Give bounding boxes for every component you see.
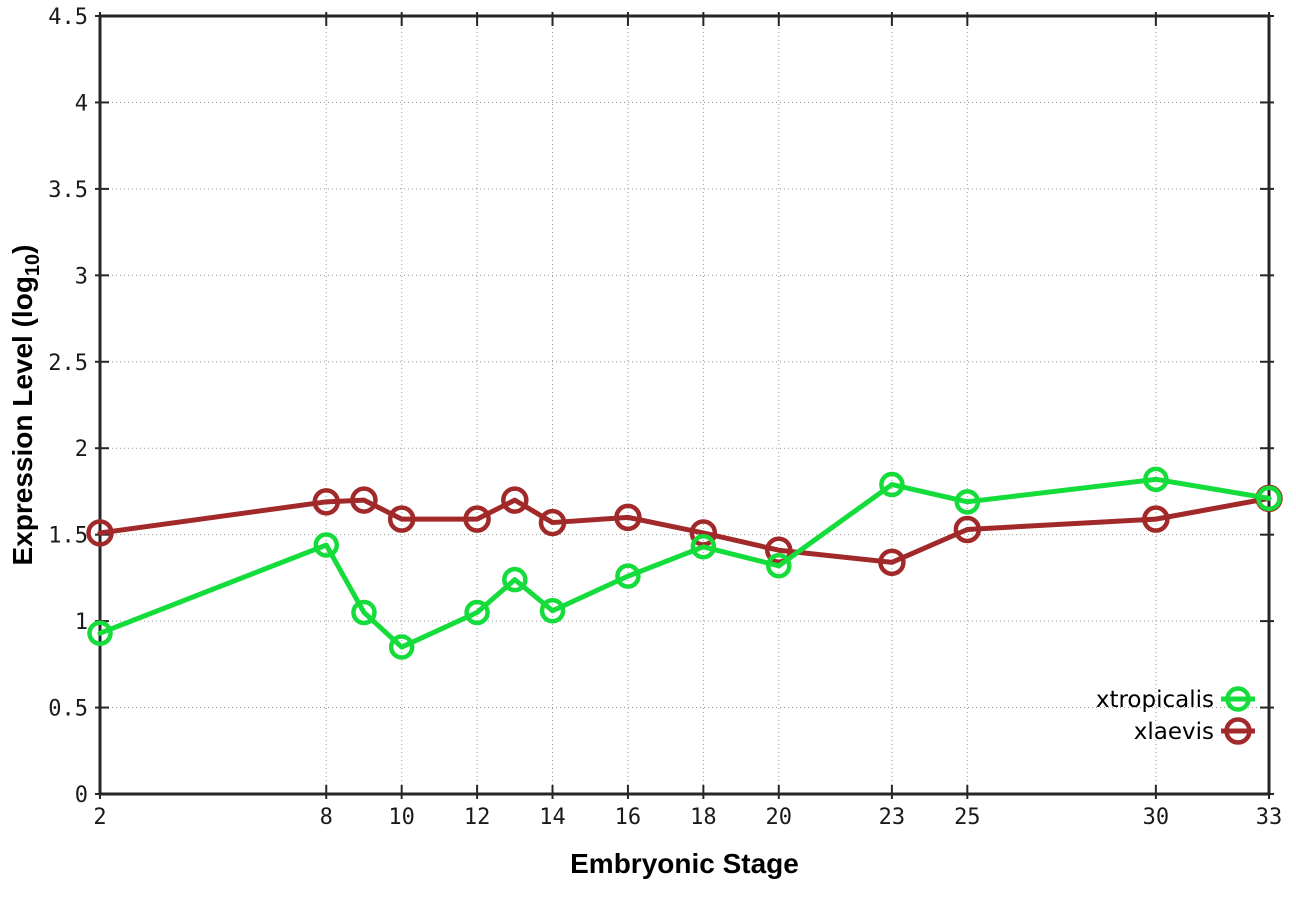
x-tick-label: 16 <box>615 805 642 830</box>
y-tick-label: 2.5 <box>48 351 88 376</box>
y-tick-label: 4 <box>75 91 88 116</box>
y-tick-label: 1.5 <box>48 524 88 549</box>
x-tick-label: 20 <box>766 805 793 830</box>
plot-border-rect <box>98 14 1271 796</box>
data-point-marker-xtropicalis <box>879 471 905 498</box>
data-point-marker-xlaevis <box>538 508 567 537</box>
data-point-marker-xlaevis <box>1142 505 1170 533</box>
legend-label-xtropicalis: xtropicalis <box>1096 687 1214 713</box>
y-tick-label: 3.5 <box>48 178 88 203</box>
data-point-marker-xtropicalis <box>690 534 717 560</box>
data-point-marker-xtropicalis <box>313 532 340 558</box>
y-tick-label: 1 <box>75 610 88 635</box>
data-point-marker-xlaevis <box>312 488 341 516</box>
data-point-marker-xtropicalis <box>464 599 490 626</box>
data-point-marker-xtropicalis <box>615 563 641 589</box>
x-tick-label: 25 <box>954 805 981 830</box>
axis-labels: Embryonic Stage Expression Level (log10) <box>7 245 799 880</box>
data-point-marker-xlaevis <box>878 548 906 577</box>
data-point-marker-xlaevis <box>86 519 114 547</box>
y-tick-label: 0.5 <box>48 697 88 722</box>
legend: xtropicalis xlaevis <box>1096 686 1255 745</box>
legend-sample-marker-xtropicalis <box>1225 686 1251 712</box>
data-point-marker-xtropicalis <box>1256 485 1282 512</box>
series-line-xtropicalis <box>97 476 1272 650</box>
data-point-marker-xlaevis <box>350 486 378 514</box>
x-axis-title: Embryonic Stage <box>570 848 799 879</box>
x-tick-label: 33 <box>1256 805 1283 830</box>
data-point-marker-xlaevis <box>765 536 793 564</box>
y-tick-label: 4.5 <box>48 5 88 30</box>
x-tick-label: 10 <box>388 805 415 830</box>
x-tick-label: 18 <box>690 805 717 830</box>
data-point-marker-xlaevis <box>614 503 642 532</box>
x-tick-label: 23 <box>879 805 906 830</box>
data-point-marker-xtropicalis <box>539 597 566 624</box>
x-tick-label: 8 <box>320 805 333 830</box>
x-tick-label: 14 <box>539 805 566 830</box>
data-point-marker-xtropicalis <box>502 566 528 593</box>
y-tick-label: 2 <box>75 437 88 462</box>
data-point-marker-xtropicalis <box>1143 466 1169 493</box>
x-tick-label: 12 <box>464 805 491 830</box>
tick-labels: 2 8 10 12 14 16 18 20 23 25 30 33 0 0.5 1 1.5 2 2.5 3 3.5 4 4… <box>48 5 1282 830</box>
series-xlaevis <box>86 484 1283 577</box>
y-tick-label: 3 <box>75 264 88 289</box>
x-tick-label: 30 <box>1143 805 1170 830</box>
axis-ticks <box>95 12 1274 799</box>
data-point-marker-xlaevis <box>387 505 416 533</box>
legend-label-xlaevis: xlaevis <box>1134 719 1214 745</box>
data-point-marker-xlaevis <box>953 515 982 544</box>
data-point-marker-xtropicalis <box>954 489 981 515</box>
data-point-marker-xlaevis <box>463 505 491 533</box>
y-axis-title: Expression Level (log10) <box>7 245 44 566</box>
data-point-marker-xtropicalis <box>766 553 792 579</box>
gridlines <box>100 16 1269 794</box>
data-point-marker-xlaevis <box>501 486 529 514</box>
data-point-marker-xtropicalis <box>87 620 113 646</box>
series-xtropicalis <box>87 466 1282 660</box>
y-tick-label: 0 <box>75 783 88 808</box>
plot-border <box>98 14 1271 796</box>
data-point-marker-xtropicalis <box>388 634 415 660</box>
legend-sample-marker-xlaevis <box>1224 717 1252 745</box>
x-tick-label: 2 <box>93 805 106 830</box>
data-series <box>86 466 1283 660</box>
data-point-marker-xtropicalis <box>351 599 377 626</box>
